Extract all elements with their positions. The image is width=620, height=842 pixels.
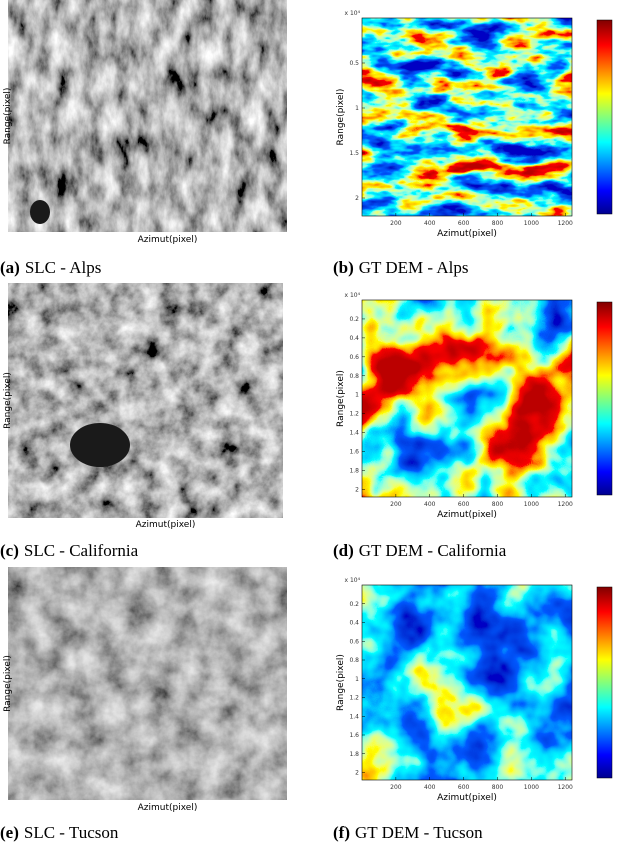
- x-tick-label: 800: [492, 220, 504, 227]
- x-axis-label: Azimut(pixel): [138, 803, 198, 813]
- caption-letter: (a): [0, 258, 20, 277]
- x-tick-label: 600: [458, 220, 470, 227]
- y-tick-label: 0.6: [349, 638, 359, 645]
- x-tick-label: 800: [492, 784, 504, 791]
- axis-exponent: x 10⁴: [345, 10, 361, 17]
- caption: (a) SLC - Alps: [0, 258, 101, 277]
- slc-image: [8, 0, 287, 232]
- y-tick-label: 2: [355, 195, 359, 202]
- dem-image: [362, 18, 572, 216]
- y-tick-label: 1.4: [349, 713, 359, 720]
- caption: (b) GT DEM - Alps: [333, 258, 469, 277]
- caption-text: SLC - Tucson: [24, 823, 119, 842]
- caption: (f) GT DEM - Tucson: [333, 823, 483, 842]
- slc-image: [8, 283, 283, 518]
- colorbar: [596, 19, 613, 215]
- colorbar: [596, 586, 613, 779]
- lake: [70, 423, 130, 467]
- x-tick-label: 1000: [524, 784, 539, 791]
- slc-panel: Range(pixel) Azimut(pixel) (c) SLC - Califo…: [0, 283, 283, 560]
- x-tick-label: 400: [424, 220, 436, 227]
- y-axis-label: Range(pixel): [336, 89, 346, 146]
- x-axis-label: Azimut(pixel): [437, 510, 497, 520]
- dem-panel: x 10⁴ 0.2 0.4 0.6 0.8 1 1.2 1.4 1.6 1.8 2 200 400 600…: [333, 292, 613, 560]
- x-tick-label: 400: [424, 784, 436, 791]
- y-axis-label: Range(pixel): [336, 370, 346, 427]
- y-tick-label: 0.5: [349, 60, 359, 67]
- x-tick-label: 1000: [524, 501, 539, 508]
- axes-frame: [361, 299, 573, 498]
- x-tick-label: 200: [390, 501, 402, 508]
- x-tick-label: 200: [390, 220, 402, 227]
- x-tick-label: 600: [458, 784, 470, 791]
- y-tick-label: 1: [355, 105, 359, 112]
- y-tick-label: 0.2: [349, 316, 359, 323]
- y-tick-label: 1: [355, 392, 359, 399]
- x-tick-label: 1200: [558, 220, 573, 227]
- caption-text: SLC - Alps: [25, 258, 102, 277]
- caption-text: SLC - California: [24, 541, 139, 560]
- caption: (c) SLC - California: [0, 541, 139, 560]
- axis-exponent: x 10⁴: [345, 577, 361, 584]
- caption-text: GT DEM - Alps: [359, 258, 469, 277]
- colorbar: [596, 301, 613, 496]
- x-tick-label: 1200: [558, 784, 573, 791]
- y-tick-label: 2: [355, 486, 359, 493]
- dem-image: [362, 585, 572, 780]
- y-axis-label: Range(pixel): [3, 655, 13, 712]
- y-tick-label: 0.2: [349, 601, 359, 608]
- caption: (e) SLC - Tucson: [0, 823, 119, 842]
- x-axis-label: Azimut(pixel): [136, 520, 196, 530]
- y-axis-label: Range(pixel): [3, 372, 13, 429]
- x-tick-label: 1200: [558, 501, 573, 508]
- y-tick-label: 1.8: [349, 467, 359, 474]
- y-tick-label: 0.4: [349, 620, 359, 627]
- slc-image: [8, 567, 287, 800]
- x-tick-label: 800: [492, 501, 504, 508]
- y-tick-label: 1.2: [349, 411, 359, 418]
- y-tick-label: 1.6: [349, 449, 359, 456]
- x-tick-label: 1000: [524, 220, 539, 227]
- dem-panel: x 10⁴ 0.2 0.4 0.6 0.8 1 1.2 1.4 1.6 1.8 2 200 400 600…: [333, 577, 613, 842]
- axes-frame: [361, 17, 573, 217]
- y-tick-label: 0.8: [349, 373, 359, 380]
- y-tick-label: 1.2: [349, 695, 359, 702]
- y-axis-label: Range(pixel): [336, 654, 346, 711]
- x-tick-label: 200: [390, 784, 402, 791]
- x-axis-label: Azimut(pixel): [437, 229, 497, 239]
- caption-text: GT DEM - Tucson: [355, 823, 483, 842]
- dem-image: [362, 300, 572, 497]
- slc-panel: Range(pixel) Azimut(pixel) (a) SLC - Alps: [0, 0, 287, 277]
- axis-exponent: x 10⁴: [345, 292, 361, 299]
- caption-letter: (f): [333, 823, 350, 842]
- caption-letter: (e): [0, 823, 19, 842]
- y-axis-label: Range(pixel): [3, 88, 13, 145]
- y-tick-label: 2: [355, 770, 359, 777]
- y-tick-label: 1.5: [349, 150, 359, 157]
- caption-text: GT DEM - California: [359, 541, 507, 560]
- lake: [30, 200, 50, 224]
- caption-letter: (d): [333, 541, 354, 560]
- dem-panel: x 10⁴ 0.5 1 1.5 2 200 400 600 800 1000 1200 Range(p…: [333, 10, 613, 277]
- x-tick-label: 600: [458, 501, 470, 508]
- y-tick-label: 0.8: [349, 657, 359, 664]
- caption-letter: (c): [0, 541, 19, 560]
- x-axis-label: Azimut(pixel): [138, 235, 198, 245]
- y-tick-label: 1.6: [349, 732, 359, 739]
- x-tick-label: 400: [424, 501, 436, 508]
- caption: (d) GT DEM - California: [333, 541, 507, 560]
- y-tick-label: 0.6: [349, 354, 359, 361]
- y-tick-label: 1.4: [349, 430, 359, 437]
- axes-frame: [361, 584, 573, 781]
- slc-panel: Range(pixel) Azimut(pixel) (e) SLC - Tucson: [0, 567, 287, 842]
- y-tick-label: 1: [355, 676, 359, 683]
- y-tick-label: 1.8: [349, 751, 359, 758]
- x-axis-label: Azimut(pixel): [437, 793, 497, 803]
- y-tick-label: 0.4: [349, 335, 359, 342]
- caption-letter: (b): [333, 258, 354, 277]
